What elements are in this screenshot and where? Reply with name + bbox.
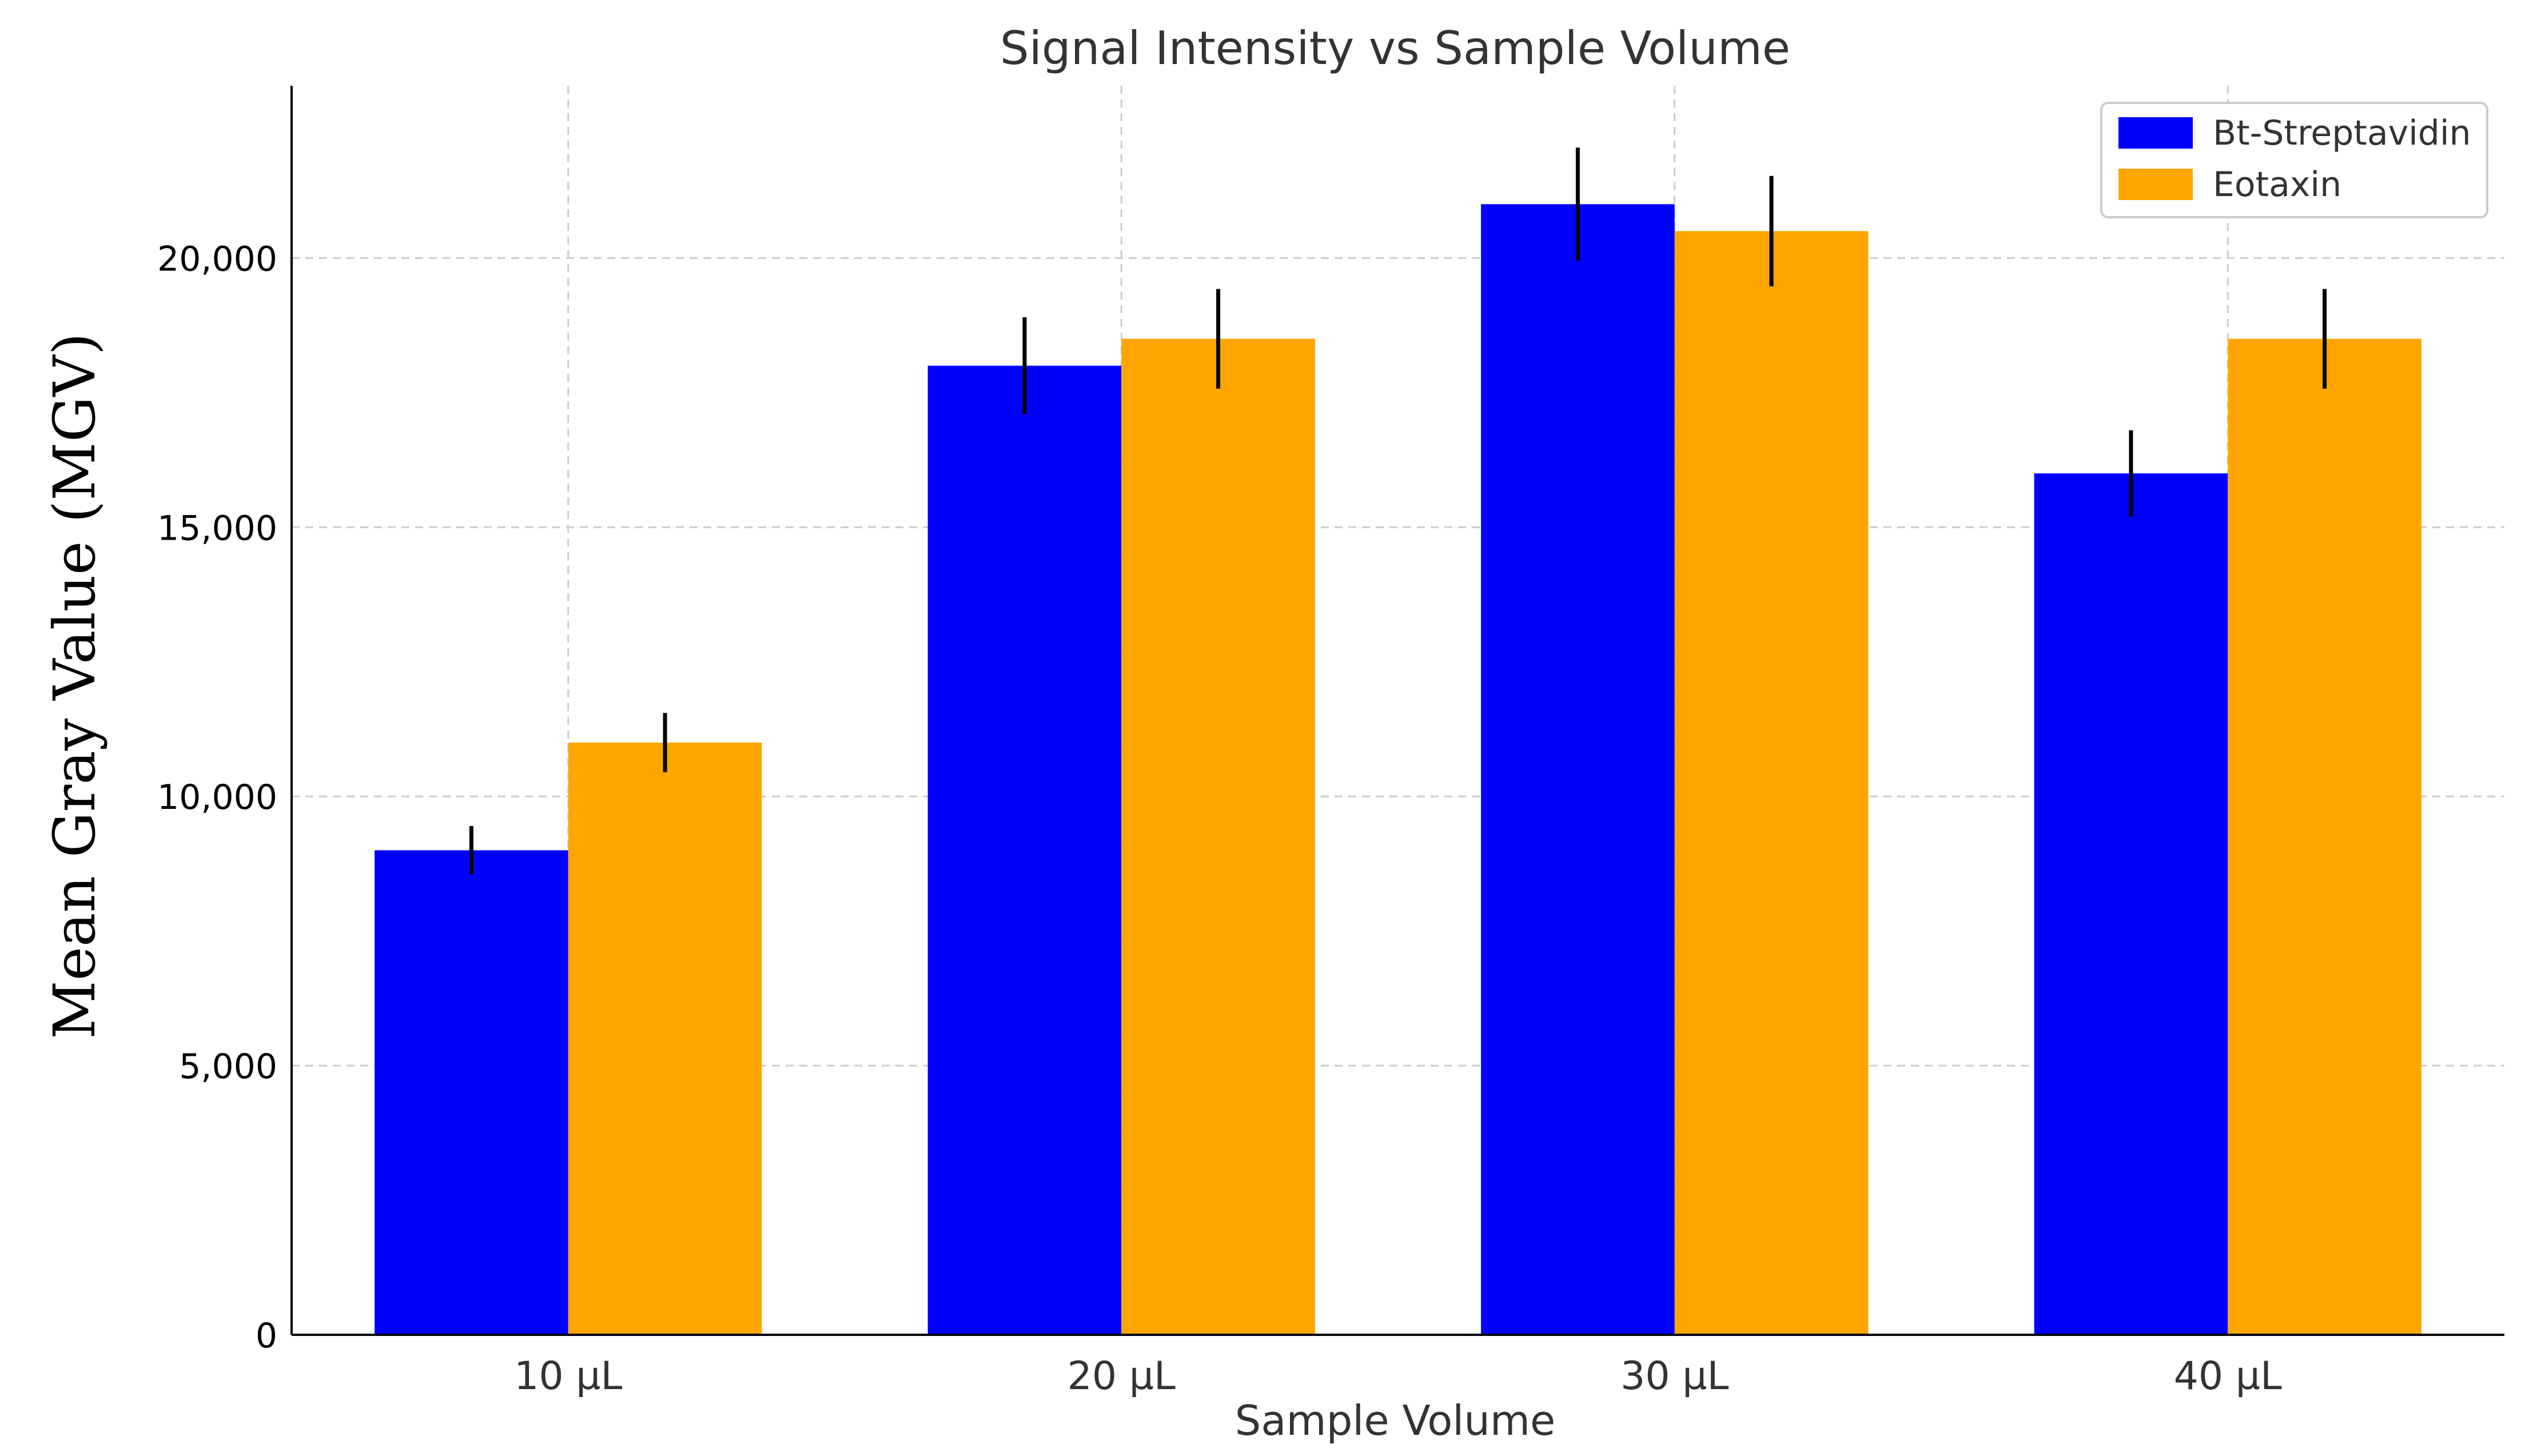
bar-bt-streptavidin-1 [375, 850, 568, 1335]
bars-layer [375, 204, 2422, 1335]
y-axis-label: Mean Gray Value (MGV) [41, 333, 108, 1039]
legend-label-eotaxin: Eotaxin [2213, 165, 2341, 205]
y-tick-label: 20,000 [157, 239, 277, 279]
y-tick-label: 5,000 [179, 1047, 277, 1087]
chart-title: Signal Intensity vs Sample Volume [1000, 22, 1790, 75]
bar-eotaxin-2 [1121, 338, 1315, 1335]
bar-bt-streptavidin-4 [2034, 473, 2228, 1335]
x-tick-label: 10 µL [514, 1354, 622, 1399]
legend-box [2100, 102, 2488, 218]
legend-swatch-eotaxin [2118, 169, 2193, 200]
y-tick-label: 15,000 [157, 508, 277, 548]
bar-eotaxin-1 [568, 743, 762, 1335]
x-axis-label: Sample Volume [1235, 1397, 1556, 1445]
bar-bt-streptavidin-2 [927, 365, 1122, 1335]
bar-eotaxin-3 [1674, 231, 1869, 1335]
legend: Bt-Streptavidin Eotaxin [2100, 102, 2488, 218]
legend-swatch-bt-streptavidin [2118, 117, 2193, 149]
x-tick-label: 30 µL [1620, 1354, 1729, 1399]
legend-label-bt-streptavidin: Bt-Streptavidin [2213, 113, 2471, 153]
axes-layer [290, 86, 2504, 1336]
error-bars-layer [469, 147, 2327, 875]
x-tick-label: 40 µL [2174, 1354, 2282, 1399]
ticks-layer: 0 5,000 10,000 15,000 20,000 10 µL 20 µL 30 µL 4… [157, 239, 2282, 1399]
x-tick-label: 20 µL [1068, 1354, 1176, 1399]
y-tick-label: 10,000 [157, 777, 277, 817]
bar-eotaxin-4 [2228, 338, 2422, 1335]
y-tick-label: 0 [256, 1316, 277, 1356]
bar-bt-streptavidin-3 [1481, 204, 1675, 1335]
